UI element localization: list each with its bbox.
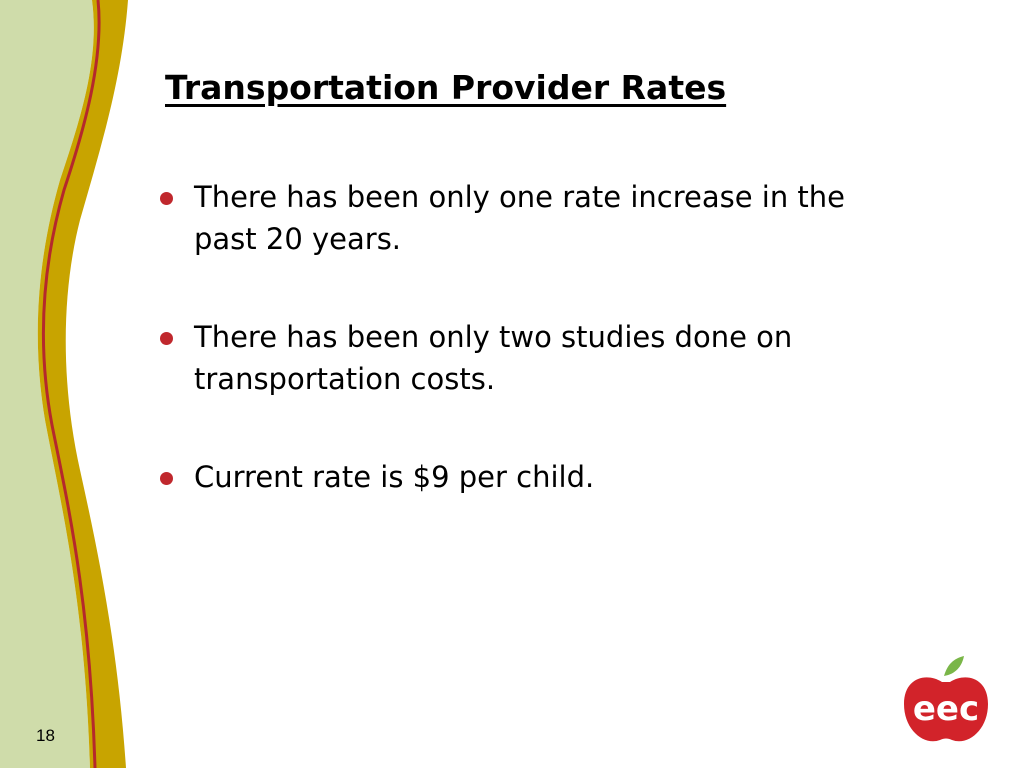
gold-swoosh <box>37 0 128 768</box>
page-number: 18 <box>36 726 55 745</box>
bullet: There has been only one rate increase in… <box>158 176 898 260</box>
logo-apple <box>904 677 988 742</box>
side-decoration <box>0 0 128 768</box>
green-band <box>0 0 94 768</box>
red-line <box>41 0 101 768</box>
logo-text: eec <box>913 689 979 729</box>
logo: eec <box>904 656 988 742</box>
slide-title: Transportation Provider Rates <box>165 68 727 107</box>
logo-leaf <box>944 656 964 676</box>
bullet: Current rate is $9 per child. <box>158 456 898 498</box>
bullet: There has been only two studies done on … <box>158 316 898 400</box>
bullet-list: There has been only one rate increase in… <box>158 176 898 554</box>
